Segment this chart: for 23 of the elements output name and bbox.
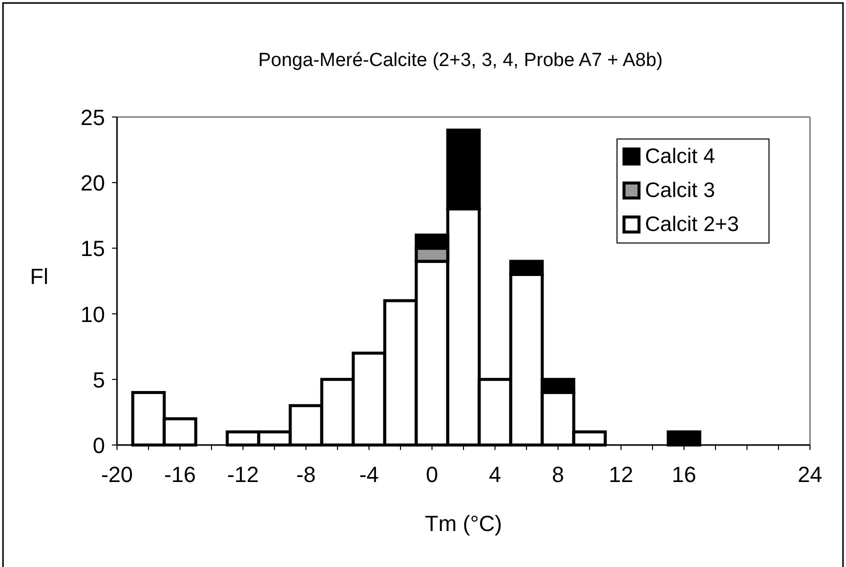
y-tick-label: 0 (92, 433, 105, 458)
x-tick-label: 12 (608, 462, 634, 487)
x-tick-label: 24 (798, 462, 822, 487)
legend-label: Calcit 2+3 (645, 213, 739, 236)
y-tick-label: 5 (92, 367, 105, 392)
x-tick-label: 4 (488, 462, 502, 487)
legend-label: Calcit 3 (645, 179, 716, 202)
x-tick-label: -4 (359, 462, 379, 487)
x-tick-label: -20 (101, 462, 133, 487)
y-tick-label: 10 (80, 302, 105, 327)
x-tick-label: 16 (672, 462, 696, 487)
y-axis-title: Fl (30, 264, 48, 289)
x-tick-label: -8 (296, 462, 316, 487)
x-tick-label: -12 (227, 462, 259, 487)
y-tick-label: 15 (80, 236, 105, 262)
legend-label: Calcit 4 (645, 145, 716, 168)
y-tick-label: 20 (80, 170, 105, 196)
x-tick-label: -16 (164, 462, 196, 487)
chart-title: Ponga-Meré-Calcite (2+3, 3, 4, Probe A7 + A8b) (258, 50, 663, 71)
y-tick-label: 25 (80, 105, 105, 130)
x-tick-label: 8 (552, 462, 564, 487)
x-tick-label: 0 (426, 462, 438, 487)
x-axis-title: Tm (°C) (424, 511, 502, 536)
